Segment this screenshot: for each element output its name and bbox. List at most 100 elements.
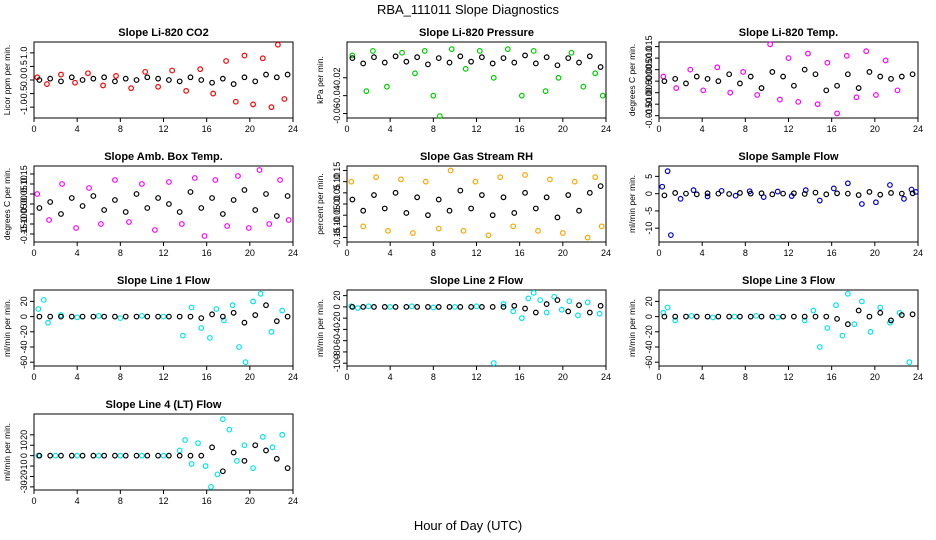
x-tick-label: 12 [783,248,793,258]
data-point [381,303,388,310]
data-point [510,223,517,230]
data-point [661,192,668,199]
data-point [500,301,507,307]
y-tick-label: 0.15 [332,162,342,180]
y-tick-label: 0 [332,304,342,309]
y-axis-label: Licor ppm per min. [2,45,12,115]
data-point [810,307,817,314]
data-point [532,205,539,212]
data-point [241,457,248,464]
data-point [117,315,124,322]
data-point [45,319,51,326]
data-point [478,303,485,310]
y-tick-label: -0.05 [19,204,29,225]
data-point [384,83,390,90]
data-point [259,55,266,62]
panel-2: Slope Li-820 Pressure kPa per min. 0 4 8 12 16… [315,27,611,134]
x-tick-label: 0 [31,124,36,134]
data-point [155,195,162,201]
data-point [381,59,388,66]
data-point [801,317,808,324]
y-tick-label: 0 [644,314,654,319]
data-point [909,311,916,318]
data-point [269,444,276,451]
x-tick-label: 8 [431,372,436,382]
data-point [112,197,118,203]
data-point [398,176,404,183]
data-point [518,92,525,99]
data-point [592,70,599,77]
data-point [209,79,215,86]
data-point [139,181,145,187]
y-tick-label: -10 [644,222,654,235]
data-point [100,82,106,89]
data-point [855,307,862,314]
data-point [72,79,78,86]
panel-title: Slope Gas Stream RH [420,151,533,163]
data-point [187,74,194,81]
data-point [263,71,269,78]
data-point [422,178,429,185]
data-point [409,230,416,236]
x-tick-label: 20 [870,124,880,134]
data-point [279,307,286,314]
panel-title: Slope Line 2 Flow [430,275,523,287]
data-point [769,313,776,320]
y-axis-label: degrees C per min. [2,168,12,240]
data-point [525,295,532,302]
data-point [446,303,453,310]
x-tick-label: 24 [601,124,611,134]
data-point [259,434,266,440]
data-point [863,48,870,55]
data-point [187,189,194,195]
y-tick-label: -0.5 [19,86,29,102]
data-point [230,197,237,203]
x-tick-label: 20 [558,124,568,134]
data-point [34,191,41,197]
y-tick-label: -0.10 [19,214,29,235]
data-point [365,303,372,310]
data-point [229,302,236,309]
data-point [710,314,716,321]
data-point [597,302,604,309]
data-point [212,177,219,183]
data-point [403,58,410,65]
data-point [144,313,151,320]
data-point [737,190,743,196]
data-point [126,219,132,225]
data-point [898,190,905,197]
data-point [844,71,851,78]
data-point [843,52,850,59]
data-point [35,306,42,312]
data-point [133,191,140,197]
x-tick-label: 24 [913,124,923,134]
data-point [435,55,442,61]
data-point [834,190,840,197]
data-point [672,313,679,320]
panel-grid: Slope Li-820 CO2 Licor ppm per min. 0 4 8 12 1… [2,27,923,506]
data-point [457,303,464,310]
data-point [511,59,518,66]
data-point [704,190,711,197]
data-point [165,179,172,185]
y-tick-label: 10 [19,440,29,450]
data-point [468,58,475,65]
data-point [853,94,860,101]
data-point [661,313,668,320]
data-point [195,440,201,447]
plot-frame [658,289,919,367]
data-point [348,178,355,185]
data-point [188,304,195,311]
data-point [888,317,894,324]
y-tick-label: 0.00 [332,195,342,213]
data-point [435,225,442,232]
y-tick-label: 20 [332,291,342,301]
data-point [877,304,884,311]
data-point [122,452,129,459]
series-hourly-mean [36,302,291,326]
data-point [774,188,781,195]
data-point [436,113,443,120]
data-point [732,192,739,199]
data-point [178,221,185,227]
data-point [558,306,565,313]
